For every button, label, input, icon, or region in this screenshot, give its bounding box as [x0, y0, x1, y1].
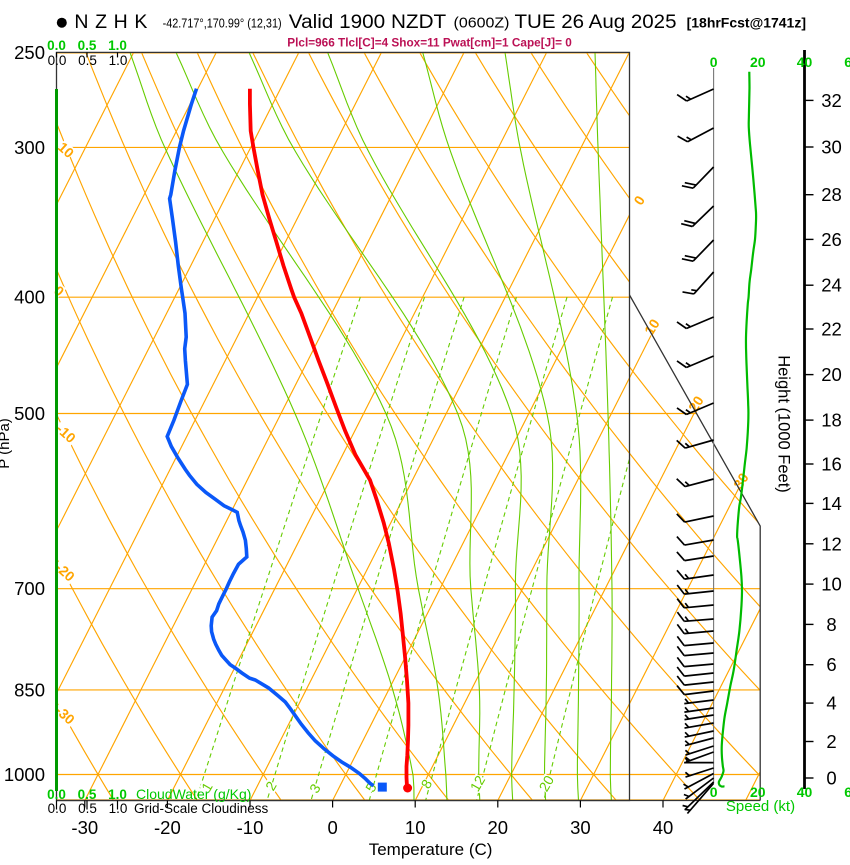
svg-text:20: 20 — [685, 393, 707, 415]
svg-text:20: 20 — [536, 772, 558, 794]
svg-text:26: 26 — [821, 229, 842, 250]
svg-text:[18hrFcst@1741z]: [18hrFcst@1741z] — [687, 14, 806, 30]
svg-text:0: 0 — [327, 817, 337, 838]
svg-text:20: 20 — [488, 817, 509, 838]
svg-text:Grid-Scale Cloudiness: Grid-Scale Cloudiness — [134, 801, 269, 816]
svg-text:32: 32 — [821, 90, 842, 111]
svg-text:16: 16 — [821, 454, 842, 475]
svg-text:40: 40 — [797, 784, 813, 800]
svg-text:0.0: 0.0 — [48, 53, 67, 68]
svg-text:1.0: 1.0 — [109, 801, 128, 816]
svg-text:0.5: 0.5 — [78, 53, 97, 68]
svg-text:10: 10 — [405, 817, 426, 838]
svg-text:1.0: 1.0 — [108, 38, 127, 53]
svg-text:30: 30 — [730, 470, 752, 492]
svg-text:Valid 1900 NZDT: Valid 1900 NZDT — [289, 12, 447, 33]
svg-text:20: 20 — [821, 364, 842, 385]
svg-text:30: 30 — [570, 817, 591, 838]
svg-text:Plcl=966 Tlcl[C]=4 Shox=11 Pwa: Plcl=966 Tlcl[C]=4 Shox=11 Pwat[cm]=1 Ca… — [287, 35, 572, 49]
svg-text:-42.717°,170.99° (12,31): -42.717°,170.99° (12,31) — [163, 17, 282, 31]
svg-text:Speed (kt): Speed (kt) — [726, 798, 795, 815]
svg-text:2: 2 — [826, 731, 836, 752]
svg-text:1.0: 1.0 — [109, 53, 128, 68]
svg-text:6: 6 — [826, 654, 836, 675]
svg-text:0.5: 0.5 — [78, 38, 97, 53]
svg-text:Temperature (C): Temperature (C) — [369, 840, 493, 859]
svg-text:0: 0 — [826, 768, 836, 789]
svg-text:4: 4 — [826, 693, 836, 714]
svg-text:-30: -30 — [71, 817, 98, 838]
svg-text:850: 850 — [14, 679, 45, 700]
svg-text:P (hPa): P (hPa) — [0, 418, 13, 469]
svg-text:40: 40 — [653, 817, 674, 838]
svg-text:14: 14 — [821, 493, 842, 514]
svg-text:10: 10 — [821, 574, 842, 595]
svg-text:0: 0 — [710, 54, 718, 70]
svg-text:(0600Z): (0600Z) — [454, 14, 510, 31]
svg-text:12: 12 — [467, 772, 489, 794]
svg-text:300: 300 — [14, 137, 45, 158]
svg-text:20: 20 — [750, 784, 766, 800]
svg-text:24: 24 — [821, 275, 842, 296]
svg-text:28: 28 — [821, 184, 842, 205]
svg-text:22: 22 — [821, 319, 842, 340]
svg-text:700: 700 — [14, 578, 45, 599]
svg-text:20: 20 — [750, 54, 766, 70]
svg-text:18: 18 — [821, 410, 842, 431]
svg-text:400: 400 — [14, 287, 45, 308]
svg-text:60: 60 — [844, 784, 850, 800]
svg-text:12: 12 — [821, 533, 842, 554]
svg-text:0.5: 0.5 — [78, 801, 97, 816]
svg-text:0.0: 0.0 — [47, 38, 66, 53]
svg-text:500: 500 — [14, 403, 45, 424]
svg-text:1000: 1000 — [4, 764, 45, 785]
svg-text:-10: -10 — [237, 817, 264, 838]
svg-text:40: 40 — [797, 54, 813, 70]
svg-text:-20: -20 — [154, 817, 181, 838]
svg-text:1.0: 1.0 — [108, 787, 127, 802]
svg-text:60: 60 — [844, 54, 850, 70]
svg-text:TUE 26 Aug 2025: TUE 26 Aug 2025 — [515, 12, 677, 33]
svg-text:10: 10 — [641, 316, 663, 338]
svg-text:0.0: 0.0 — [48, 801, 67, 816]
svg-text:0.5: 0.5 — [78, 787, 97, 802]
svg-text:30: 30 — [821, 137, 842, 158]
svg-text:250: 250 — [14, 42, 45, 63]
svg-text:0: 0 — [710, 784, 718, 800]
svg-text:8: 8 — [826, 614, 836, 635]
svg-text:0.0: 0.0 — [47, 787, 66, 802]
svg-text:CloudWater (g/Kg): CloudWater (g/Kg) — [136, 786, 251, 802]
svg-text:Height (1000 Feet): Height (1000 Feet) — [775, 355, 793, 493]
